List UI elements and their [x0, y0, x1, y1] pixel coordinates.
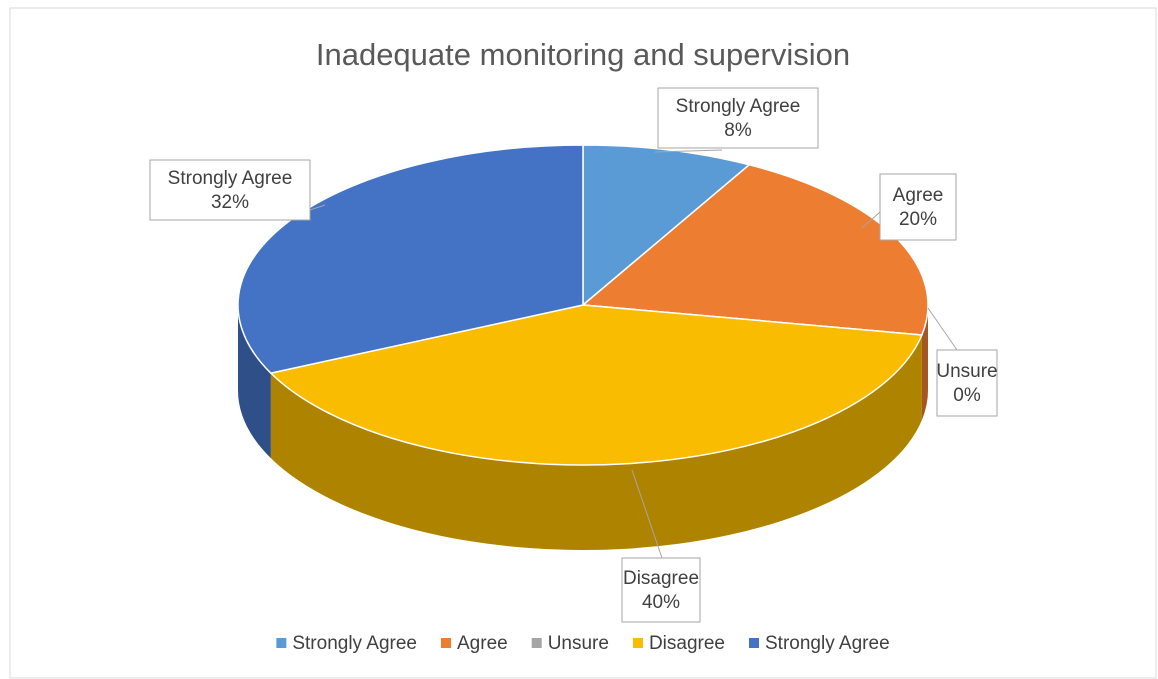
pie-side — [921, 305, 928, 420]
data-label-box — [657, 87, 819, 149]
data-label-category: Unsure — [936, 361, 997, 382]
legend-label: Unsure — [548, 633, 609, 654]
data-label-value: 8% — [724, 120, 752, 141]
pie-side-shade — [921, 305, 928, 420]
data-label-box — [936, 349, 998, 417]
legend-swatch — [749, 638, 759, 648]
legend-swatch — [632, 638, 643, 648]
legend-label: Agree — [457, 633, 508, 654]
pie-slice — [269, 304, 923, 466]
data-label-box — [621, 557, 701, 623]
legend-label: Strongly Agree — [292, 633, 417, 654]
pie-side — [238, 305, 271, 459]
data-label-box — [149, 159, 311, 221]
leader-line — [631, 469, 663, 559]
data-label-value: 32% — [211, 192, 249, 213]
pie-side-shade — [238, 305, 271, 459]
legend-swatch — [276, 638, 287, 648]
pie-side — [270, 334, 922, 551]
leader-line — [927, 307, 958, 351]
legend-swatch — [441, 638, 451, 648]
data-label-category: Agree — [893, 185, 944, 206]
legend-label: Strongly Agree — [765, 633, 890, 654]
chart-title: Inadequate monitoring and supervision — [316, 37, 850, 72]
leader-line — [861, 211, 881, 229]
pie-slice — [582, 144, 751, 307]
data-label-value: 40% — [642, 592, 680, 613]
data-label-box — [879, 173, 957, 241]
legend-swatch — [531, 638, 542, 648]
data-label-category: Strongly Agree — [676, 96, 801, 117]
data-label-category: Strongly Agree — [168, 168, 293, 189]
leader-line — [309, 204, 326, 211]
leader-line — [654, 149, 723, 153]
data-label-value: 0% — [953, 385, 981, 406]
pie-side-shade — [270, 334, 922, 551]
data-label-category: Disagree — [623, 568, 699, 589]
legend-label: Disagree — [649, 633, 725, 654]
data-label-value: 20% — [899, 209, 937, 230]
